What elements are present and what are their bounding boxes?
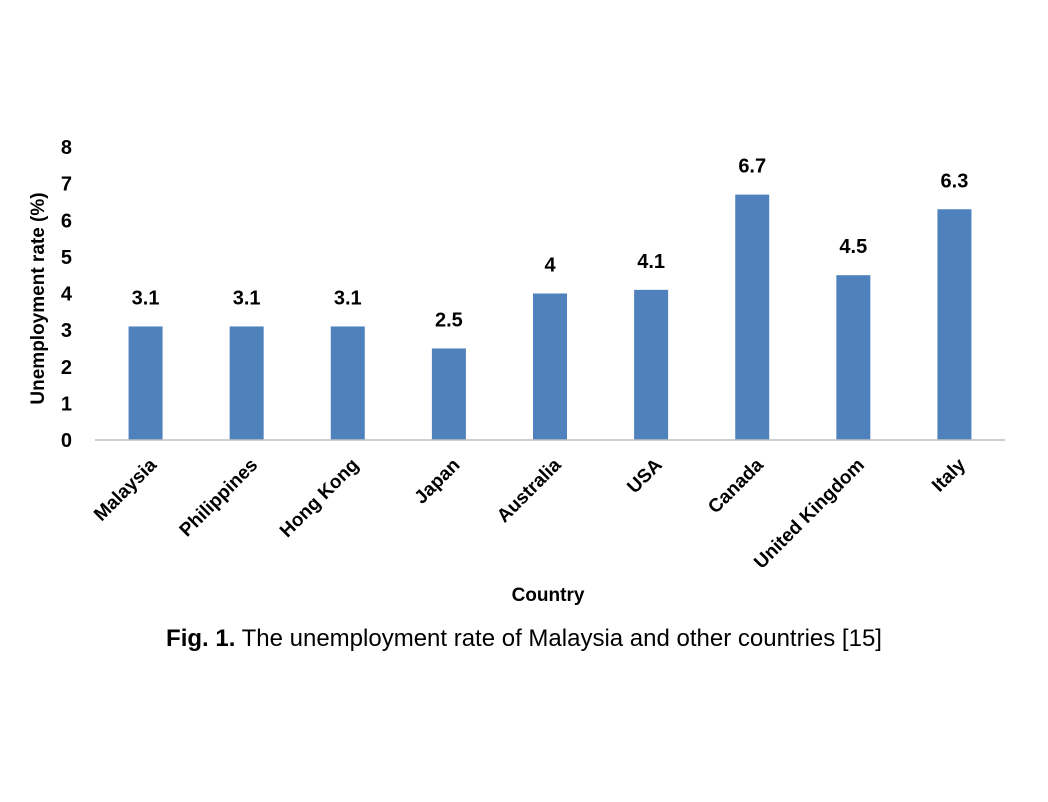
bar	[836, 275, 871, 440]
y-tick-label: 6	[61, 210, 72, 232]
data-label: 6.7	[738, 156, 766, 178]
y-tick-label: 2	[61, 357, 72, 379]
data-label: 3.1	[132, 287, 160, 309]
data-label: 3.1	[233, 287, 261, 309]
bars	[128, 194, 972, 440]
bar	[937, 209, 972, 440]
x-tick-label: Italy	[928, 454, 970, 496]
x-tick-label: Hong Kong	[276, 455, 363, 542]
data-label: 6.3	[941, 170, 969, 192]
y-tick-label: 0	[61, 430, 72, 452]
x-tick-label: USA	[623, 454, 666, 497]
x-tick-label: United Kingdom	[750, 455, 869, 574]
figure-caption-text: The unemployment rate of Malaysia and ot…	[241, 625, 882, 652]
data-label: 3.1	[334, 287, 362, 309]
y-tick-label: 5	[61, 247, 72, 269]
bar	[634, 289, 669, 440]
x-axis-labels: Malaysia Philippines Hong Kong Japan Austral…	[90, 454, 970, 573]
x-tick-label: Australia	[493, 454, 566, 527]
y-tick-label: 4	[61, 284, 73, 306]
bar-chart: 0 1 2 3 4 5 6 7 8 3.1 3.1 3.1 2.5 4 4.1 6.7 4.5 6.3 Mala…	[28, 137, 1005, 606]
data-label: 2.5	[435, 309, 463, 331]
x-tick-label: Philippines	[176, 455, 263, 542]
data-label: 4.1	[637, 251, 665, 273]
y-tick-label: 8	[61, 137, 72, 159]
bar	[533, 293, 567, 440]
x-tick-label: Malaysia	[90, 454, 161, 525]
bar	[330, 326, 365, 440]
y-tick-label: 3	[61, 320, 72, 342]
x-tick-label: Japan	[411, 455, 465, 509]
data-labels: 3.1 3.1 3.1 2.5 4 4.1 6.7 4.5 6.3	[132, 156, 969, 332]
data-label: 4	[544, 255, 556, 277]
bar	[431, 348, 466, 440]
bar	[735, 194, 770, 440]
bar	[229, 326, 264, 440]
figure-caption: Fig. 1. The unemployment rate of Malaysi…	[0, 625, 1048, 653]
y-axis-title: Unemployment rate (%)	[28, 192, 49, 404]
x-tick-label: Canada	[704, 454, 768, 518]
figure-number: Fig. 1.	[166, 625, 236, 652]
y-tick-label: 1	[61, 393, 72, 415]
x-axis-title: Country	[512, 585, 585, 606]
y-axis-ticks: 0 1 2 3 4 5 6 7 8	[61, 137, 73, 452]
data-label: 4.5	[839, 236, 867, 258]
bar	[128, 326, 163, 440]
y-tick-label: 7	[61, 174, 72, 196]
